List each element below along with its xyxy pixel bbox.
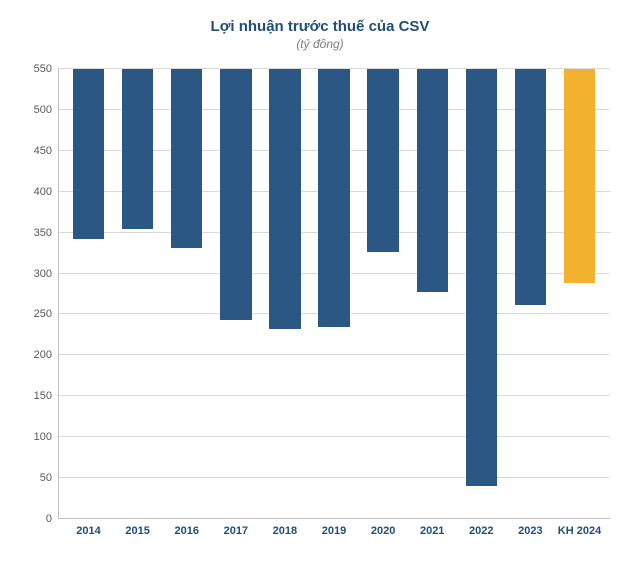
- y-tick-label: 450: [20, 145, 52, 157]
- x-tick-label: 2018: [260, 525, 309, 537]
- bar: [122, 69, 153, 229]
- x-tick-label: 2016: [162, 525, 211, 537]
- x-tick-label: 2019: [309, 525, 358, 537]
- y-tick-label: 150: [20, 390, 52, 402]
- bar: [564, 69, 595, 283]
- x-axis-labels: 2014201520162017201820192020202120222023…: [58, 519, 610, 537]
- chart-subtitle: (tỷ đồng): [20, 37, 620, 51]
- bar: [171, 69, 202, 248]
- x-tick-label: 2021: [408, 525, 457, 537]
- y-tick-label: 300: [20, 268, 52, 280]
- y-tick-label: 350: [20, 227, 52, 239]
- plot-area: 050100150200250300350400450500550: [58, 69, 610, 519]
- y-tick-label: 500: [20, 104, 52, 116]
- bar-slot: [64, 69, 113, 519]
- chart-title: Lợi nhuận trước thuế của CSV: [20, 18, 620, 35]
- y-tick-label: 50: [20, 472, 52, 484]
- x-tick-label: 2017: [211, 525, 260, 537]
- bar: [220, 69, 251, 320]
- x-tick-label: 2020: [359, 525, 408, 537]
- y-tick-label: 0: [20, 513, 52, 525]
- bar-slot: [506, 69, 555, 519]
- bar: [466, 69, 497, 486]
- x-axis-line: [58, 518, 610, 519]
- y-tick-label: 400: [20, 186, 52, 198]
- bar: [269, 69, 300, 329]
- bar-slot: [555, 69, 604, 519]
- bar: [367, 69, 398, 252]
- bar: [318, 69, 349, 327]
- y-tick-label: 250: [20, 308, 52, 320]
- bar-slot: [162, 69, 211, 519]
- chart-container: Lợi nhuận trước thuế của CSV (tỷ đồng) 0…: [0, 0, 640, 567]
- y-tick-label: 100: [20, 431, 52, 443]
- x-tick-label: 2015: [113, 525, 162, 537]
- x-tick-label: 2014: [64, 525, 113, 537]
- x-tick-label: 2023: [506, 525, 555, 537]
- bar: [515, 69, 546, 305]
- bar-slot: [113, 69, 162, 519]
- bar-slot: [211, 69, 260, 519]
- bar-slot: [260, 69, 309, 519]
- bar-slot: [359, 69, 408, 519]
- y-tick-label: 200: [20, 349, 52, 361]
- x-tick-label: 2022: [457, 525, 506, 537]
- bar-slot: [309, 69, 358, 519]
- bars-group: [58, 69, 610, 519]
- x-tick-label: KH 2024: [555, 525, 604, 537]
- bar-slot: [457, 69, 506, 519]
- bar: [73, 69, 104, 239]
- bar: [417, 69, 448, 292]
- y-axis-line: [58, 69, 59, 519]
- bar-slot: [408, 69, 457, 519]
- y-tick-label: 550: [20, 63, 52, 75]
